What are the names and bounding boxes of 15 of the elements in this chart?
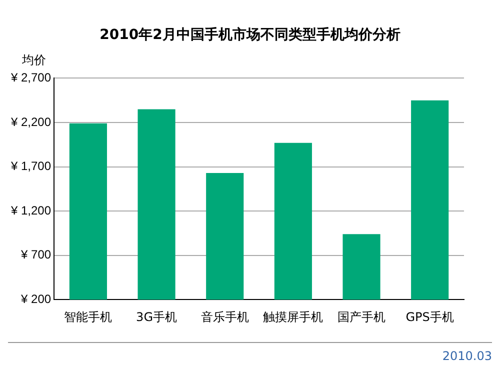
y-tick-label: ¥ 1,200 bbox=[10, 203, 52, 218]
y-tick-label: ¥ 200 bbox=[20, 292, 52, 306]
y-tick-label: ¥ 2,700 bbox=[10, 70, 52, 85]
x-tick-label: 音乐手机 bbox=[200, 310, 249, 324]
x-tick-label: 3G手机 bbox=[136, 310, 177, 324]
y-axis-title: 均价 bbox=[21, 52, 47, 68]
y-tick-label: ¥ 700 bbox=[20, 248, 52, 262]
text: 2010.03 bbox=[442, 349, 492, 363]
x-tick-label: GPS手机 bbox=[406, 310, 454, 324]
x-tick-label: 智能手机 bbox=[64, 310, 112, 324]
y-tick-label: ¥ 1,700 bbox=[10, 159, 52, 174]
chart-title: 2010年2月中国手机市场不同类型手机均价分析 bbox=[98, 26, 402, 45]
x-tick-label: 国产手机 bbox=[338, 310, 386, 324]
y-tick-label: ¥ 2,200 bbox=[10, 114, 52, 129]
x-tick-label: 触摸屏手机 bbox=[263, 310, 324, 324]
